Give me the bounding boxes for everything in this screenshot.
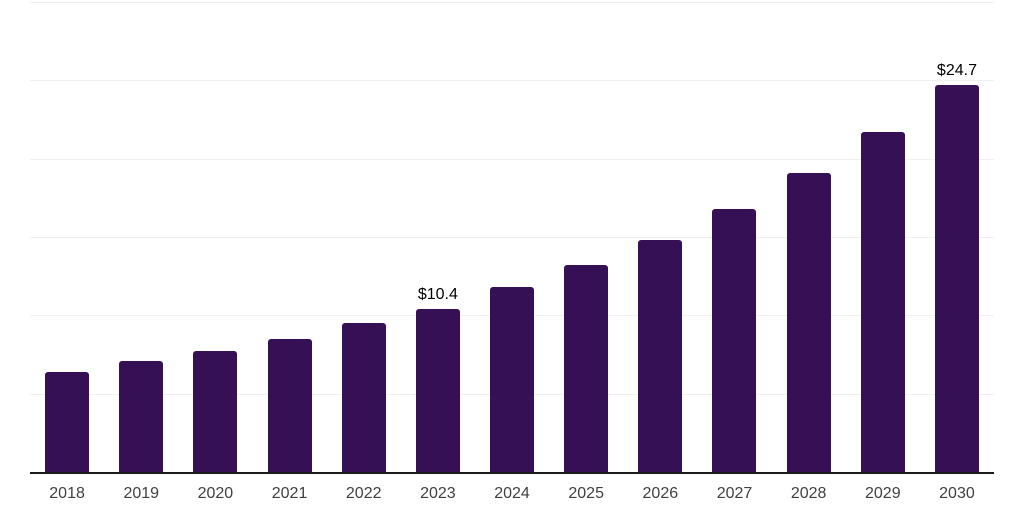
bar [564, 265, 609, 472]
bar [490, 287, 535, 472]
plot-area: $10.4 $24.7 [30, 2, 994, 474]
bar [193, 351, 238, 472]
bar-column [252, 2, 326, 472]
bar-column [846, 2, 920, 472]
bar-value-label: $24.7 [936, 62, 977, 80]
bar-column [327, 2, 401, 472]
bar-column: $24.7 [920, 2, 994, 472]
bar-column [475, 2, 549, 472]
x-tick-label: 2025 [568, 485, 604, 502]
bar-column [697, 2, 771, 472]
x-tick-label: 2024 [494, 485, 530, 502]
gridline [30, 80, 994, 82]
x-tick-label: 2030 [939, 485, 975, 502]
x-tick-label: 2027 [716, 485, 753, 502]
bar [341, 323, 386, 472]
x-tick-label: 2021 [271, 485, 308, 502]
bar-column [549, 2, 623, 472]
bar-value-label: $10.4 [417, 286, 458, 304]
bar-column [772, 2, 846, 472]
bar [415, 309, 460, 472]
x-tick-label: 2022 [345, 485, 382, 502]
x-tick-label: 2026 [642, 485, 679, 502]
bar-column [623, 2, 697, 472]
x-tick-label: 2018 [49, 485, 85, 502]
x-tick-label: 2029 [865, 485, 901, 502]
gridline [30, 158, 994, 160]
bars-container: $10.4 $24.7 [30, 2, 994, 472]
x-tick-label: 2020 [197, 485, 234, 502]
bar [267, 338, 312, 472]
bar [119, 360, 164, 472]
x-tick-label: 2019 [123, 485, 160, 502]
x-tick-label: 2028 [790, 485, 827, 502]
x-axis-line [30, 472, 994, 474]
gridline [30, 237, 994, 238]
bar-column [104, 2, 178, 472]
bar [45, 371, 90, 472]
bar [638, 240, 683, 472]
bar [934, 85, 979, 472]
x-tick-label: 2023 [420, 485, 456, 502]
bar-column [178, 2, 252, 472]
bar-column [30, 2, 104, 472]
x-axis-labels: 2018 2019 2020 2021 2022 2023 2024 2025 2026 2027… [30, 484, 994, 504]
bar [860, 132, 905, 472]
bar [712, 208, 757, 472]
gridline [30, 2, 994, 3]
bar-column: $10.4 [401, 2, 475, 472]
bar [786, 172, 831, 472]
